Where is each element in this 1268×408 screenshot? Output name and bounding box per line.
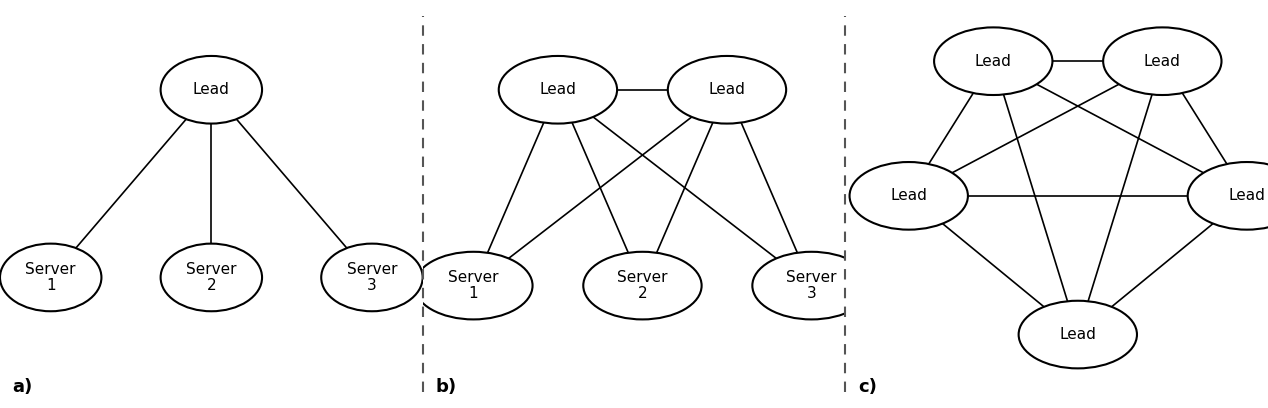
Ellipse shape xyxy=(161,56,262,124)
Text: Server
3: Server 3 xyxy=(786,270,837,301)
Text: Lead: Lead xyxy=(1144,54,1181,69)
Ellipse shape xyxy=(1188,162,1268,230)
Ellipse shape xyxy=(583,252,701,319)
Ellipse shape xyxy=(498,56,618,124)
Ellipse shape xyxy=(1018,301,1137,368)
Text: b): b) xyxy=(435,378,456,396)
Ellipse shape xyxy=(935,27,1052,95)
Ellipse shape xyxy=(161,244,262,311)
Ellipse shape xyxy=(415,252,533,319)
Text: c): c) xyxy=(858,378,877,396)
Text: a): a) xyxy=(13,378,33,396)
Text: Server
3: Server 3 xyxy=(346,262,397,293)
Text: Lead: Lead xyxy=(975,54,1012,69)
Text: Lead: Lead xyxy=(1059,327,1097,342)
Text: Lead: Lead xyxy=(193,82,230,97)
Ellipse shape xyxy=(1103,27,1221,95)
Ellipse shape xyxy=(668,56,786,124)
Text: Server
2: Server 2 xyxy=(618,270,668,301)
Ellipse shape xyxy=(0,244,101,311)
Text: Server
2: Server 2 xyxy=(186,262,237,293)
Text: Server
1: Server 1 xyxy=(448,270,498,301)
Ellipse shape xyxy=(850,162,967,230)
Text: Server
1: Server 1 xyxy=(25,262,76,293)
Text: Lead: Lead xyxy=(539,82,577,97)
Text: Lead: Lead xyxy=(890,188,927,203)
Ellipse shape xyxy=(321,244,422,311)
Text: Lead: Lead xyxy=(709,82,746,97)
Ellipse shape xyxy=(752,252,871,319)
Text: Lead: Lead xyxy=(1229,188,1265,203)
